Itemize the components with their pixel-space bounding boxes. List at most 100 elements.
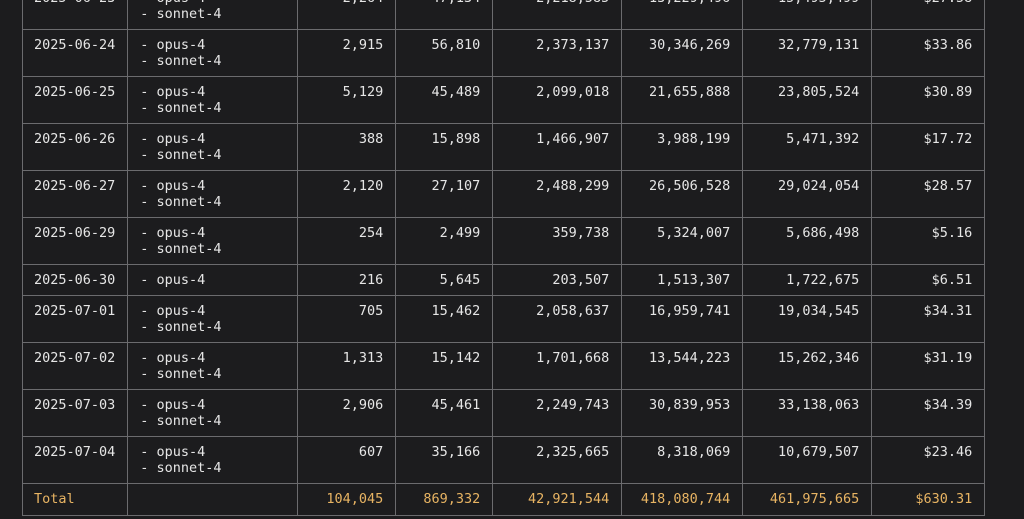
row-models: - opus-4- sonnet-4 xyxy=(127,29,299,77)
row-col-1: 705 xyxy=(297,295,397,343)
row-col-4: 3,988,199 xyxy=(621,123,744,171)
row-cost: $34.39 xyxy=(871,389,986,437)
row-col-1: 2,120 xyxy=(297,170,397,218)
row-cost: $17.72 xyxy=(871,123,986,171)
row-models: - opus-4- sonnet-4 xyxy=(127,295,299,343)
row-models: - opus-4- sonnet-4 xyxy=(127,436,299,484)
model-name: - sonnet-4 xyxy=(140,319,222,335)
row-col-3: 1,701,668 xyxy=(492,342,623,390)
model-name: - opus-4 xyxy=(140,0,285,6)
row-models: - opus-4 xyxy=(127,264,299,296)
row-col-3: 1,466,907 xyxy=(492,123,623,171)
model-name: - sonnet-4 xyxy=(140,100,222,116)
table-row: 2025-06-26- opus-4- sonnet-4 388 15,898 1,4… xyxy=(21,123,986,171)
row-cost: $30.89 xyxy=(871,76,986,124)
row-col-3: 2,249,743 xyxy=(492,389,623,437)
row-col-2: 45,461 xyxy=(395,389,494,437)
model-name: - opus-4 xyxy=(140,350,206,366)
row-col-2: 45,489 xyxy=(395,76,494,124)
row-col-3: 2,325,665 xyxy=(492,436,623,484)
row-col-3: 2,488,299 xyxy=(492,170,623,218)
row-date: 2025-07-03 xyxy=(21,389,129,437)
row-col-1: 2,906 xyxy=(297,389,397,437)
row-col-2: 15,898 xyxy=(395,123,494,171)
row-col-1: 1,313 xyxy=(297,342,397,390)
model-name: - sonnet-4 xyxy=(140,6,222,22)
row-models: - opus-4- sonnet-4 xyxy=(127,342,299,390)
total-label: Total xyxy=(21,483,129,516)
row-cost: $6.51 xyxy=(871,264,986,296)
row-col-5: 10,679,507 xyxy=(742,436,873,484)
model-name: - opus-4 xyxy=(140,178,206,194)
table-row: 2025-06-24- opus-4- sonnet-4 2,915 56,810 2… xyxy=(21,29,986,77)
row-col-1: 2,264 xyxy=(297,0,397,30)
row-col-2: 56,810 xyxy=(395,29,494,77)
table-row: 2025-06-23- opus-4- sonnet-42,26447,1342… xyxy=(21,0,986,30)
row-col-1: 607 xyxy=(297,436,397,484)
usage-report-table: 2025-06-23- opus-4- sonnet-42,26447,1342… xyxy=(21,0,986,516)
row-date: 2025-06-29 xyxy=(21,217,129,265)
row-col-5: 5,471,392 xyxy=(742,123,873,171)
model-name: - opus-4 xyxy=(140,225,206,241)
row-col-3: 359,738 xyxy=(492,217,623,265)
model-name: - sonnet-4 xyxy=(140,147,222,163)
model-name: - sonnet-4 xyxy=(140,194,222,210)
row-col-5: 29,024,054 xyxy=(742,170,873,218)
row-col-3: 2,218,585 xyxy=(492,0,623,30)
row-col-5: 5,686,498 xyxy=(742,217,873,265)
row-col-1: 216 xyxy=(297,264,397,296)
total-col-4: 418,080,744 xyxy=(621,483,744,516)
row-col-2: 15,142 xyxy=(395,342,494,390)
model-name: - sonnet-4 xyxy=(140,241,222,257)
row-col-3: 203,507 xyxy=(492,264,623,296)
row-col-4: 13,229,496 xyxy=(621,0,744,30)
row-col-1: 2,915 xyxy=(297,29,397,77)
model-name: - sonnet-4 xyxy=(140,366,222,382)
table-body: 2025-06-23- opus-4- sonnet-42,26447,1342… xyxy=(21,0,986,516)
model-name: - opus-4 xyxy=(140,397,206,413)
model-name: - opus-4 xyxy=(140,303,206,319)
row-col-4: 8,318,069 xyxy=(621,436,744,484)
row-cost: $5.16 xyxy=(871,217,986,265)
model-name: - sonnet-4 xyxy=(140,413,222,429)
table-row: 2025-06-27- opus-4- sonnet-4 2,120 27,107 2… xyxy=(21,170,986,218)
row-col-4: 5,324,007 xyxy=(621,217,744,265)
total-col-5: 461,975,665 xyxy=(742,483,873,516)
row-date: 2025-07-04 xyxy=(21,436,129,484)
model-name: - opus-4 xyxy=(140,272,206,288)
row-col-5: 19,034,545 xyxy=(742,295,873,343)
row-cost: $27.58 xyxy=(871,0,986,30)
total-col-3: 42,921,544 xyxy=(492,483,623,516)
model-name: - sonnet-4 xyxy=(140,460,222,476)
row-col-2: 47,134 xyxy=(395,0,494,30)
row-col-5: 15,262,346 xyxy=(742,342,873,390)
row-col-3: 2,099,018 xyxy=(492,76,623,124)
row-date: 2025-07-02 xyxy=(21,342,129,390)
table-row: 2025-06-25- opus-4- sonnet-4 5,129 45,489 2… xyxy=(21,76,986,124)
total-row: Total 104,045 869,332 42,921,544 418,080… xyxy=(21,483,986,516)
row-col-4: 21,655,888 xyxy=(621,76,744,124)
total-models-cell xyxy=(127,483,299,516)
row-models: - opus-4- sonnet-4 xyxy=(127,0,299,30)
row-col-3: 2,058,637 xyxy=(492,295,623,343)
row-col-4: 30,839,953 xyxy=(621,389,744,437)
model-name: - sonnet-4 xyxy=(140,53,222,69)
row-col-4: 26,506,528 xyxy=(621,170,744,218)
table-row: 2025-07-02- opus-4- sonnet-4 1,313 15,142 1… xyxy=(21,342,986,390)
row-cost: $34.31 xyxy=(871,295,986,343)
row-date: 2025-06-25 xyxy=(21,76,129,124)
total-cost: $630.31 xyxy=(871,483,986,516)
row-date: 2025-06-27 xyxy=(21,170,129,218)
row-col-4: 1,513,307 xyxy=(621,264,744,296)
table-row: 2025-06-29- opus-4- sonnet-4 254 2,499 359,… xyxy=(21,217,986,265)
row-models: - opus-4- sonnet-4 xyxy=(127,217,299,265)
row-col-2: 5,645 xyxy=(395,264,494,296)
table-row: 2025-07-04- opus-4- sonnet-4 607 35,166 2,3… xyxy=(21,436,986,484)
row-col-5: 1,722,675 xyxy=(742,264,873,296)
row-col-1: 254 xyxy=(297,217,397,265)
row-col-2: 15,462 xyxy=(395,295,494,343)
row-col-1: 5,129 xyxy=(297,76,397,124)
model-name: - opus-4 xyxy=(140,84,206,100)
row-col-3: 2,373,137 xyxy=(492,29,623,77)
